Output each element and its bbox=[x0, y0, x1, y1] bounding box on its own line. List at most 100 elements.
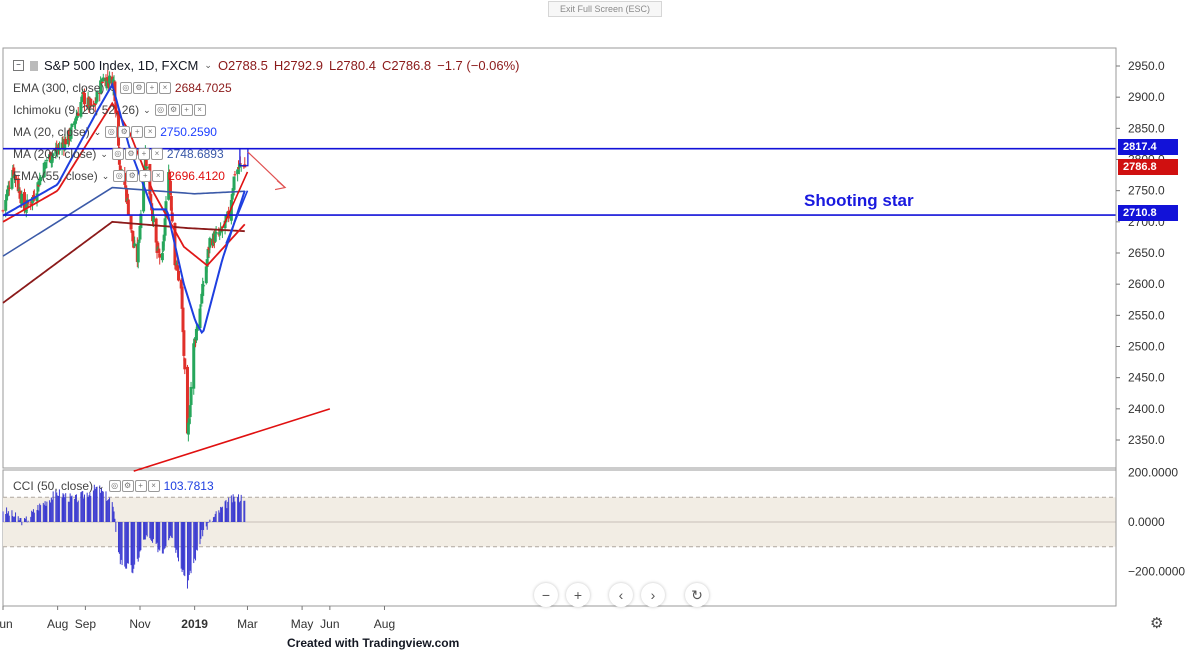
cci-controls[interactable]: ◎ ⚙ + × bbox=[108, 480, 160, 492]
indicator-dropdown-icon[interactable]: ⌄ bbox=[108, 82, 116, 93]
cci-dropdown-icon[interactable]: ⌄ bbox=[97, 480, 105, 491]
candle-body bbox=[192, 343, 196, 389]
long-trendline bbox=[133, 408, 331, 472]
candle-body bbox=[145, 166, 149, 169]
candle-body bbox=[204, 266, 208, 284]
candle-body bbox=[31, 196, 35, 203]
indicator-label[interactable]: Ichimoku (9, 26, 52, 26) bbox=[13, 103, 140, 117]
candle-body bbox=[199, 305, 203, 307]
close-icon: × bbox=[150, 148, 163, 160]
indicator-legend-row[interactable]: EMA (55, close) ⌄ ◎ ⚙ + × 2696.4120 bbox=[13, 169, 225, 183]
candle-body bbox=[214, 232, 218, 234]
candle-body bbox=[92, 105, 96, 107]
channel-line-lower bbox=[225, 190, 249, 244]
symbol-dropdown-icon[interactable]: ⌄ bbox=[204, 60, 212, 70]
plus-icon: + bbox=[145, 82, 158, 94]
indicator-legend-row[interactable]: Ichimoku (9, 26, 52, 26) ⌄ ◎ ⚙ + × bbox=[13, 103, 210, 117]
collapse-icon[interactable]: − bbox=[13, 60, 24, 71]
candle-body bbox=[124, 185, 128, 190]
cci-legend: CCI (50, close) ⌄ ◎ ⚙ + × 103.7813 bbox=[13, 479, 214, 493]
eye-icon: ◎ bbox=[119, 82, 132, 94]
candle-body bbox=[161, 241, 165, 251]
candle-body bbox=[82, 92, 86, 105]
indicator-legend-row[interactable]: EMA (300, close) ⌄ ◎ ⚙ + × 2684.7025 bbox=[13, 81, 232, 95]
candle-body bbox=[75, 114, 79, 118]
candle-body bbox=[188, 405, 192, 418]
indicator-controls[interactable]: ◎ ⚙ + × bbox=[105, 126, 157, 138]
candle-body bbox=[180, 286, 184, 309]
indicator-controls[interactable]: ◎ ⚙ + × bbox=[113, 170, 165, 182]
price-tag-last: 2786.8 bbox=[1118, 159, 1178, 175]
candle-body bbox=[57, 148, 61, 151]
candle-body bbox=[105, 78, 109, 89]
candle-body bbox=[80, 96, 84, 103]
reset-chart-button[interactable]: ↻ bbox=[685, 583, 709, 607]
top-bar: Exit Full Screen (ESC) bbox=[0, 0, 1191, 48]
indicator-dropdown-icon[interactable]: ⌄ bbox=[101, 170, 110, 181]
candle-body bbox=[213, 233, 217, 242]
close-icon: × bbox=[152, 170, 165, 182]
symbol-title[interactable]: S&P 500 Index, 1D, FXCM bbox=[44, 58, 199, 73]
scroll-right-button[interactable]: › bbox=[641, 583, 665, 607]
x-tick-label: 2019 bbox=[181, 617, 208, 631]
indicator-controls[interactable]: ◎ ⚙ + × bbox=[119, 82, 171, 94]
candle-body bbox=[67, 129, 71, 141]
candle-body bbox=[17, 189, 21, 192]
indicator-legend-row[interactable]: MA (200, close) ⌄ ◎ ⚙ + × 2748.6893 bbox=[13, 147, 224, 161]
indicator-value: 2696.4120 bbox=[168, 169, 225, 183]
chart-axes: 2350.0 2400.0 2450.0 2500.0 2550.0 2600.0 2650… bbox=[0, 48, 1185, 631]
candle-body bbox=[4, 200, 8, 211]
candle-body bbox=[162, 234, 166, 241]
plus-icon: + bbox=[180, 104, 193, 116]
indicator-controls[interactable]: ◎ ⚙ + × bbox=[154, 104, 206, 116]
candle-body bbox=[25, 199, 29, 209]
indicator-legend-row[interactable]: MA (20, close) ⌄ ◎ ⚙ + × 2750.2590 bbox=[13, 125, 217, 139]
candle-body bbox=[202, 285, 206, 287]
candle-body bbox=[35, 193, 39, 202]
candle-body bbox=[26, 202, 30, 204]
candle-body bbox=[29, 204, 33, 206]
candle-body bbox=[99, 80, 103, 94]
candle-body bbox=[43, 162, 47, 166]
indicator-dropdown-icon[interactable]: ⌄ bbox=[93, 126, 102, 137]
candle-body bbox=[170, 212, 174, 222]
settings-gear-icon[interactable]: ⚙ bbox=[1150, 615, 1164, 632]
credit-text: Created with Tradingview.com bbox=[287, 636, 460, 650]
indicator-dropdown-icon[interactable]: ⌄ bbox=[100, 148, 108, 159]
candle-body bbox=[176, 265, 180, 271]
candle-body bbox=[63, 139, 67, 151]
eye-icon: ◎ bbox=[113, 170, 126, 182]
candle-body bbox=[133, 243, 137, 247]
candle-body bbox=[229, 199, 233, 221]
candle-body bbox=[200, 293, 204, 304]
x-tick-label: Nov bbox=[129, 617, 150, 631]
y-tick-label: 2500.0 bbox=[1128, 340, 1165, 354]
candle-body bbox=[16, 178, 20, 192]
candle-body bbox=[20, 193, 24, 204]
indicator-dropdown-icon[interactable]: ⌄ bbox=[143, 104, 151, 115]
cci-label[interactable]: CCI (50, close) bbox=[13, 479, 94, 493]
zoom-in-button[interactable]: + bbox=[566, 583, 590, 607]
zoom-out-button[interactable]: − bbox=[534, 583, 558, 607]
indicator-label[interactable]: EMA (300, close) bbox=[13, 81, 105, 95]
candle-body bbox=[125, 189, 129, 203]
change-value: −1.7 (−0.06%) bbox=[437, 58, 520, 73]
gear-icon: ⚙ bbox=[124, 148, 137, 160]
candle-body bbox=[89, 98, 93, 106]
indicator-controls[interactable]: ◎ ⚙ + × bbox=[111, 148, 163, 160]
chart-header: − S&P 500 Index, 1D, FXCM ⌄ O2788.5 H279… bbox=[13, 58, 520, 73]
candle-body bbox=[64, 138, 68, 145]
candle-body bbox=[48, 152, 52, 163]
indicator-label[interactable]: MA (200, close) bbox=[13, 147, 97, 161]
candle-body bbox=[137, 240, 141, 242]
indicator-label[interactable]: MA (20, close) bbox=[13, 125, 90, 139]
y-tick-label: 2550.0 bbox=[1128, 308, 1165, 322]
scroll-left-button[interactable]: ‹ bbox=[609, 583, 633, 607]
candle-body bbox=[44, 162, 48, 164]
ma200-line bbox=[2, 186, 245, 257]
plus-icon: + bbox=[134, 480, 147, 492]
candle-body bbox=[12, 167, 16, 177]
exit-fullscreen-button[interactable]: Exit Full Screen (ESC) bbox=[548, 1, 662, 17]
indicator-label[interactable]: EMA (55, close) bbox=[13, 169, 98, 183]
